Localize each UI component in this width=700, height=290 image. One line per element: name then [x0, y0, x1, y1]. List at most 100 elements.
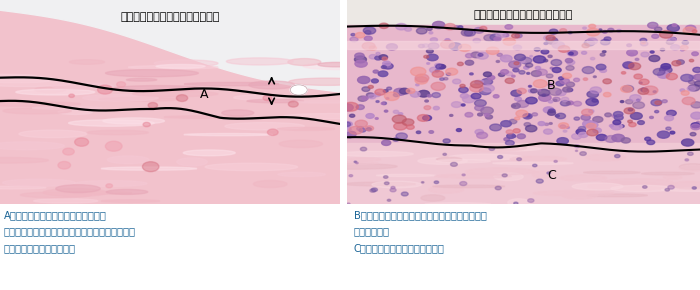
- Circle shape: [480, 26, 487, 30]
- Text: B：出血および炎症性細胞浸潤等が顕著にみられ: B：出血および炎症性細胞浸潤等が顕著にみられ: [354, 211, 487, 220]
- Circle shape: [553, 99, 557, 102]
- Circle shape: [498, 155, 503, 158]
- Circle shape: [514, 202, 518, 204]
- Circle shape: [568, 32, 572, 34]
- Circle shape: [671, 37, 676, 41]
- Ellipse shape: [584, 171, 640, 174]
- Circle shape: [394, 88, 406, 95]
- Circle shape: [475, 80, 482, 84]
- Circle shape: [465, 113, 473, 117]
- Circle shape: [591, 57, 595, 60]
- Circle shape: [617, 115, 622, 117]
- Text: C：筋線維の壊死がみられる部位: C：筋線維の壊死がみられる部位: [354, 243, 445, 253]
- Circle shape: [351, 34, 355, 36]
- Circle shape: [349, 175, 353, 177]
- Circle shape: [362, 87, 370, 91]
- Circle shape: [584, 40, 594, 46]
- Text: C: C: [547, 169, 556, 182]
- Ellipse shape: [480, 147, 541, 151]
- Circle shape: [668, 38, 676, 42]
- Circle shape: [566, 66, 574, 70]
- Circle shape: [638, 88, 649, 95]
- Ellipse shape: [69, 60, 104, 64]
- Circle shape: [423, 44, 429, 48]
- Circle shape: [531, 89, 538, 93]
- Circle shape: [466, 60, 474, 65]
- Circle shape: [583, 78, 588, 80]
- Ellipse shape: [436, 157, 462, 162]
- Ellipse shape: [156, 64, 205, 68]
- Circle shape: [416, 84, 419, 86]
- Circle shape: [495, 186, 501, 190]
- Ellipse shape: [294, 101, 354, 103]
- Circle shape: [620, 101, 624, 103]
- Circle shape: [680, 45, 688, 50]
- Ellipse shape: [344, 182, 415, 186]
- Circle shape: [593, 117, 603, 122]
- Circle shape: [532, 113, 538, 116]
- Circle shape: [349, 114, 355, 117]
- Circle shape: [692, 52, 699, 56]
- Circle shape: [447, 73, 451, 75]
- Circle shape: [411, 67, 426, 76]
- Circle shape: [573, 78, 580, 82]
- Circle shape: [682, 97, 695, 105]
- Circle shape: [578, 126, 586, 131]
- Circle shape: [666, 127, 671, 130]
- Ellipse shape: [164, 116, 244, 118]
- Circle shape: [523, 114, 532, 119]
- Circle shape: [617, 30, 621, 32]
- Circle shape: [478, 53, 483, 56]
- Circle shape: [517, 158, 522, 161]
- Circle shape: [475, 100, 486, 106]
- Circle shape: [494, 95, 499, 98]
- Circle shape: [346, 203, 350, 205]
- Ellipse shape: [0, 142, 64, 150]
- Circle shape: [555, 115, 559, 117]
- Circle shape: [362, 96, 368, 100]
- Circle shape: [629, 53, 634, 56]
- Circle shape: [386, 98, 389, 99]
- Circle shape: [691, 123, 700, 128]
- Circle shape: [586, 99, 598, 106]
- Circle shape: [355, 60, 368, 67]
- Circle shape: [590, 87, 601, 93]
- Circle shape: [482, 85, 494, 92]
- Circle shape: [663, 70, 666, 72]
- Circle shape: [690, 59, 694, 62]
- Ellipse shape: [601, 179, 673, 187]
- Circle shape: [596, 64, 606, 70]
- Circle shape: [600, 53, 605, 56]
- Circle shape: [392, 115, 406, 123]
- Circle shape: [600, 68, 606, 72]
- Circle shape: [580, 152, 587, 155]
- Ellipse shape: [0, 186, 46, 189]
- Ellipse shape: [466, 168, 536, 175]
- Circle shape: [650, 51, 654, 53]
- Ellipse shape: [278, 172, 326, 177]
- Circle shape: [528, 89, 536, 93]
- Circle shape: [546, 35, 555, 41]
- Circle shape: [517, 88, 526, 94]
- Circle shape: [582, 67, 594, 74]
- Circle shape: [589, 110, 594, 113]
- Circle shape: [579, 132, 588, 137]
- Circle shape: [460, 84, 465, 87]
- Circle shape: [652, 34, 659, 38]
- Ellipse shape: [339, 151, 413, 157]
- Circle shape: [575, 145, 580, 148]
- Circle shape: [550, 67, 553, 69]
- Circle shape: [568, 52, 573, 55]
- Circle shape: [382, 102, 386, 105]
- Circle shape: [402, 119, 414, 126]
- Ellipse shape: [183, 150, 235, 156]
- Circle shape: [542, 94, 545, 96]
- Ellipse shape: [330, 162, 378, 164]
- Circle shape: [381, 102, 385, 104]
- Ellipse shape: [205, 163, 298, 171]
- Ellipse shape: [680, 164, 700, 170]
- Circle shape: [621, 86, 632, 93]
- Circle shape: [558, 46, 570, 52]
- Circle shape: [477, 132, 488, 139]
- Circle shape: [356, 162, 358, 164]
